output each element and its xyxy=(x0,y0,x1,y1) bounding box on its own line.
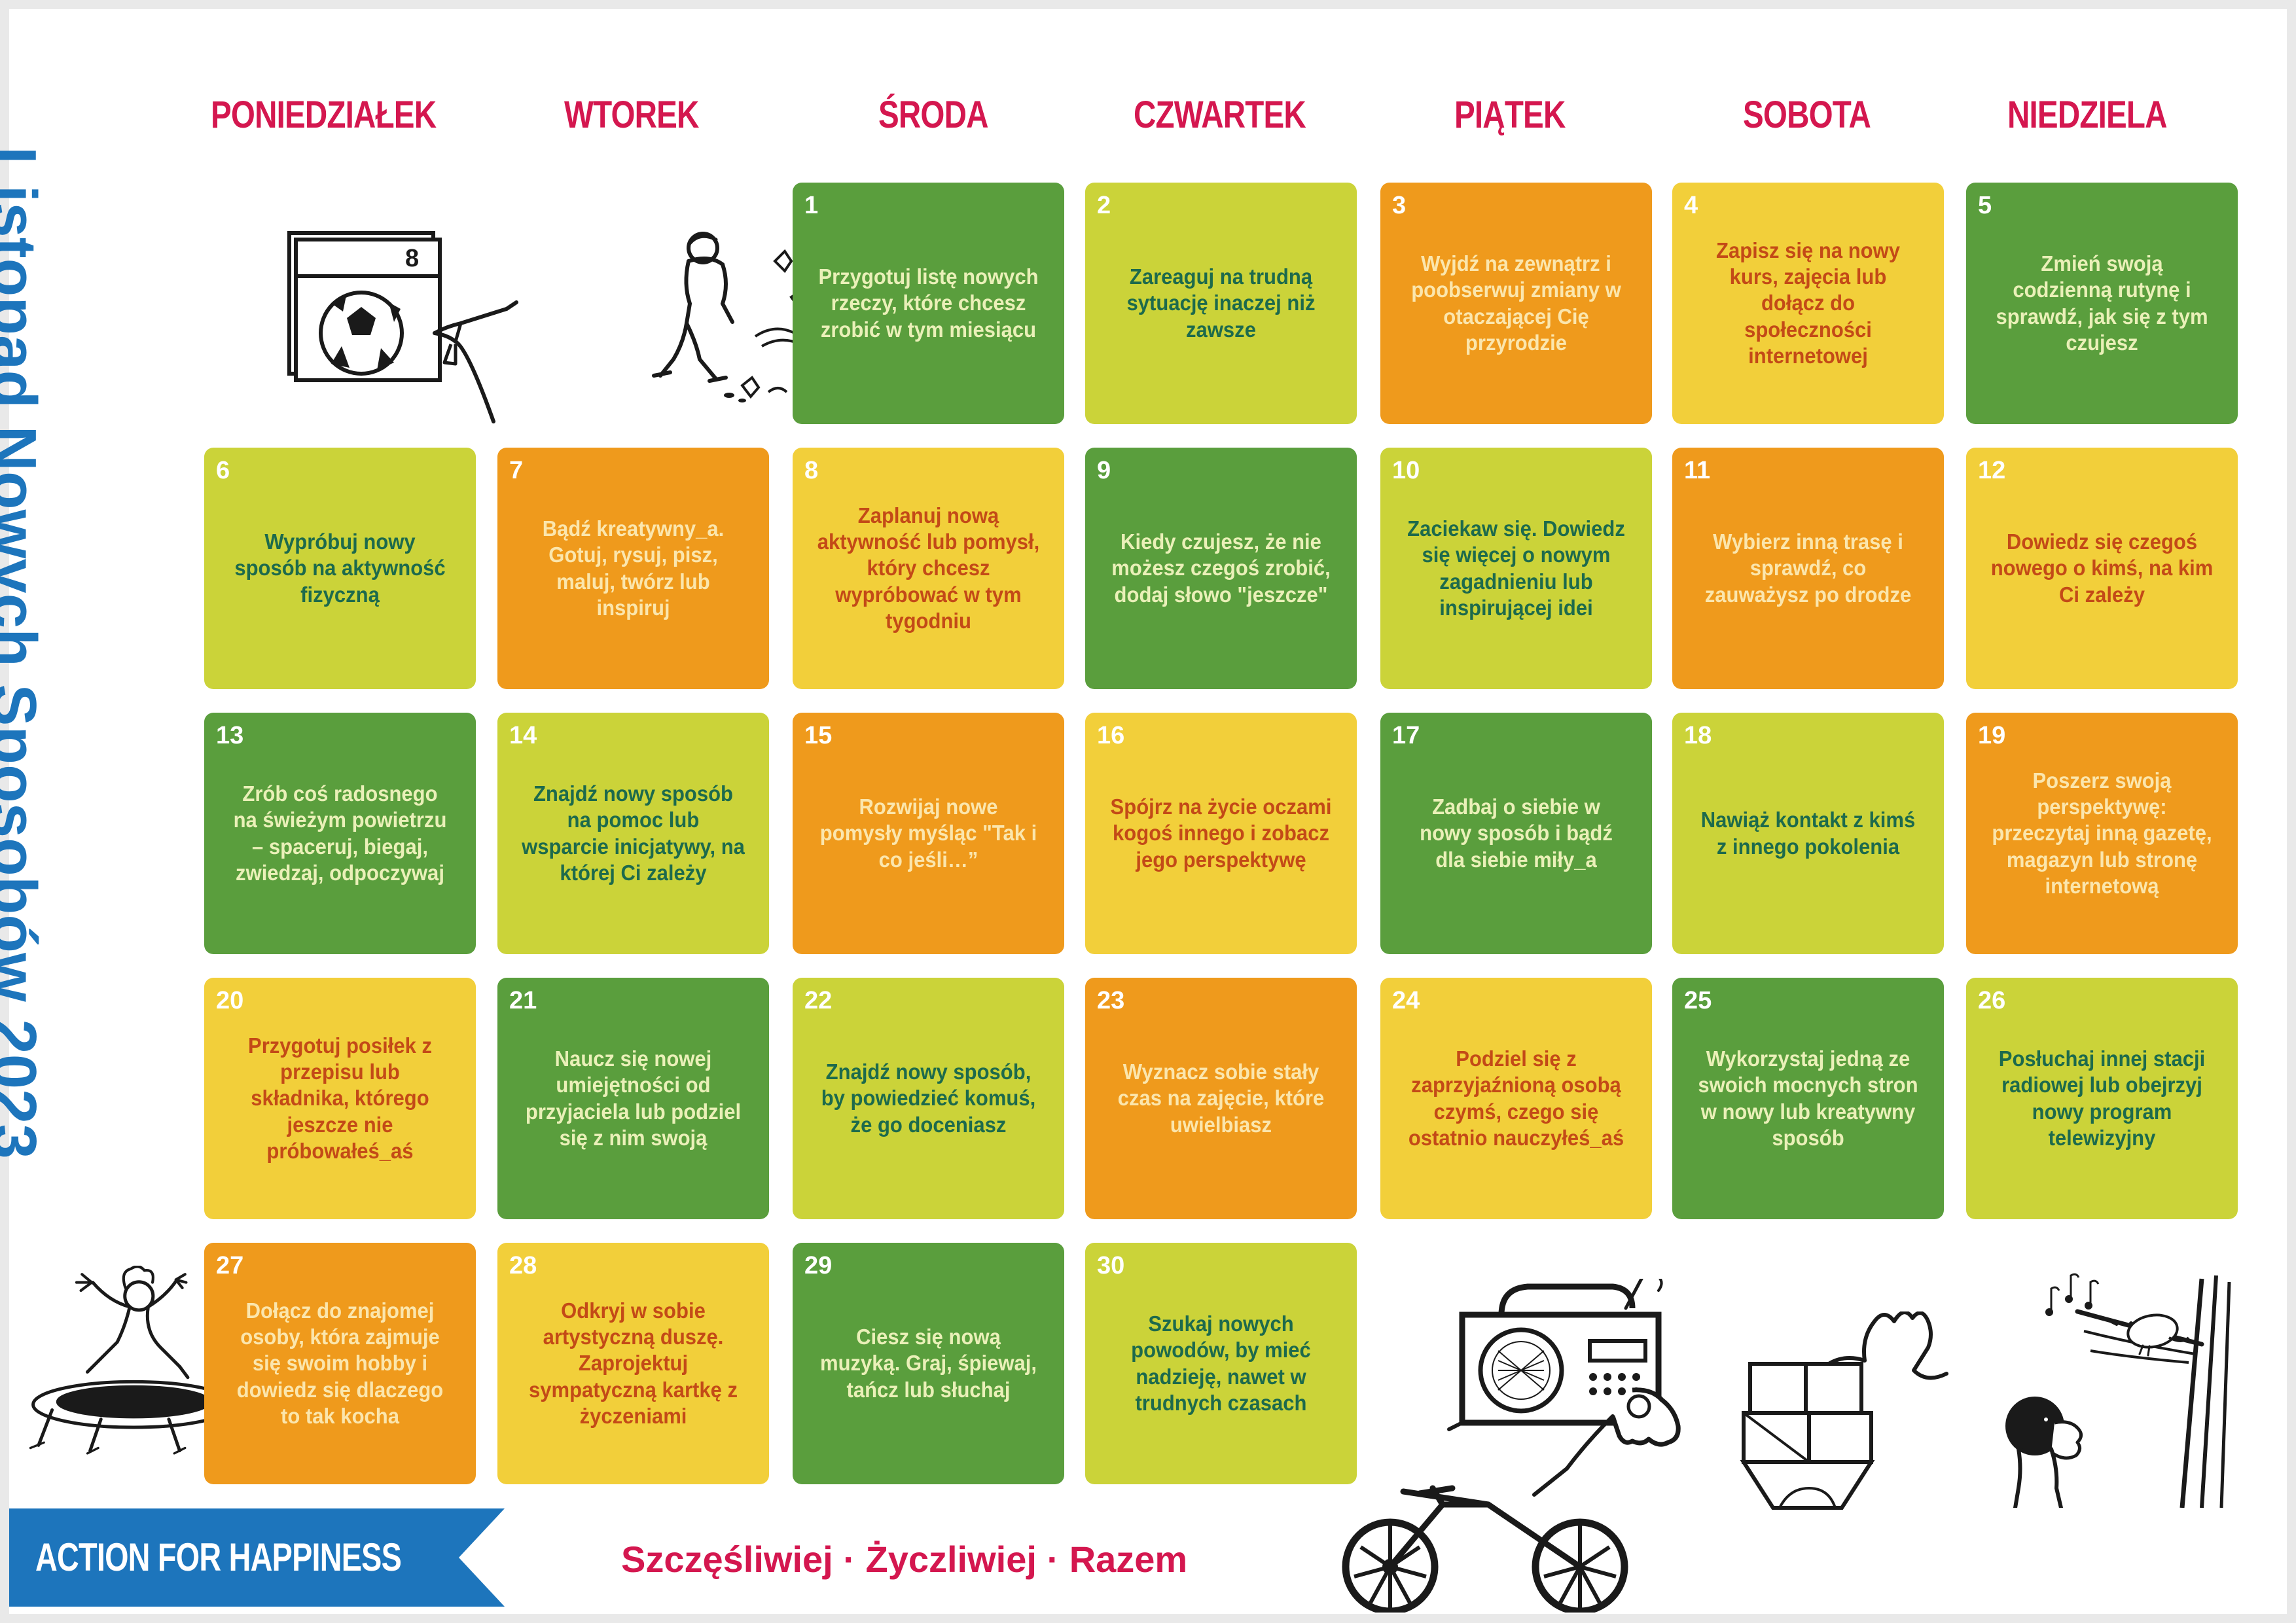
svg-text:8: 8 xyxy=(405,245,419,272)
